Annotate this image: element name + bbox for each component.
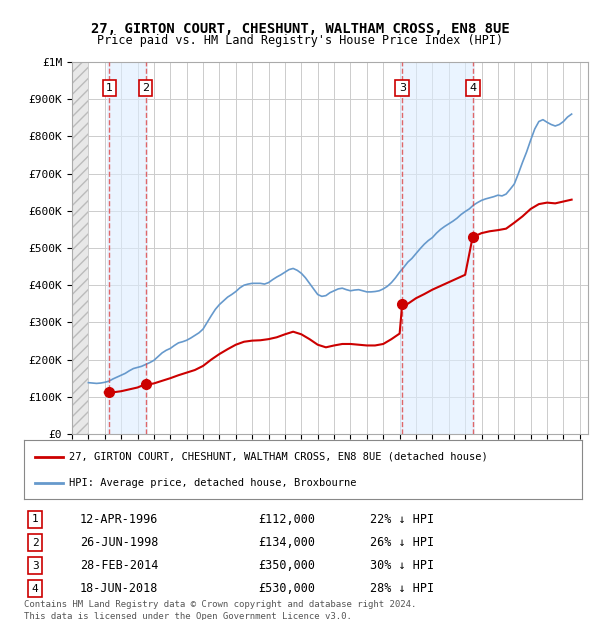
Text: 3: 3	[32, 560, 38, 570]
Text: £530,000: £530,000	[259, 582, 316, 595]
Text: 1: 1	[32, 515, 38, 525]
Text: HPI: Average price, detached house, Broxbourne: HPI: Average price, detached house, Brox…	[68, 477, 356, 487]
Text: 1: 1	[106, 83, 113, 93]
Bar	[72, 62, 88, 434]
Bar	[107, 62, 148, 434]
Text: 18-JUN-2018: 18-JUN-2018	[80, 582, 158, 595]
Text: 28% ↓ HPI: 28% ↓ HPI	[370, 582, 434, 595]
Text: 28-FEB-2014: 28-FEB-2014	[80, 559, 158, 572]
Text: This data is licensed under the Open Government Licence v3.0.: This data is licensed under the Open Gov…	[24, 612, 352, 620]
Text: 30% ↓ HPI: 30% ↓ HPI	[370, 559, 434, 572]
Text: 27, GIRTON COURT, CHESHUNT, WALTHAM CROSS, EN8 8UE (detached house): 27, GIRTON COURT, CHESHUNT, WALTHAM CROS…	[68, 452, 487, 462]
Text: 26% ↓ HPI: 26% ↓ HPI	[370, 536, 434, 549]
Text: 27, GIRTON COURT, CHESHUNT, WALTHAM CROSS, EN8 8UE: 27, GIRTON COURT, CHESHUNT, WALTHAM CROS…	[91, 22, 509, 36]
Text: 3: 3	[399, 83, 406, 93]
Text: Contains HM Land Registry data © Crown copyright and database right 2024.: Contains HM Land Registry data © Crown c…	[24, 600, 416, 609]
Text: £134,000: £134,000	[259, 536, 316, 549]
Text: Price paid vs. HM Land Registry's House Price Index (HPI): Price paid vs. HM Land Registry's House …	[97, 34, 503, 47]
Text: 26-JUN-1998: 26-JUN-1998	[80, 536, 158, 549]
Text: 2: 2	[142, 83, 149, 93]
Text: £350,000: £350,000	[259, 559, 316, 572]
Text: 2: 2	[32, 538, 38, 547]
Text: 4: 4	[469, 83, 476, 93]
Text: 4: 4	[32, 583, 38, 594]
Bar	[400, 62, 475, 434]
Text: £112,000: £112,000	[259, 513, 316, 526]
Text: 12-APR-1996: 12-APR-1996	[80, 513, 158, 526]
Text: 22% ↓ HPI: 22% ↓ HPI	[370, 513, 434, 526]
